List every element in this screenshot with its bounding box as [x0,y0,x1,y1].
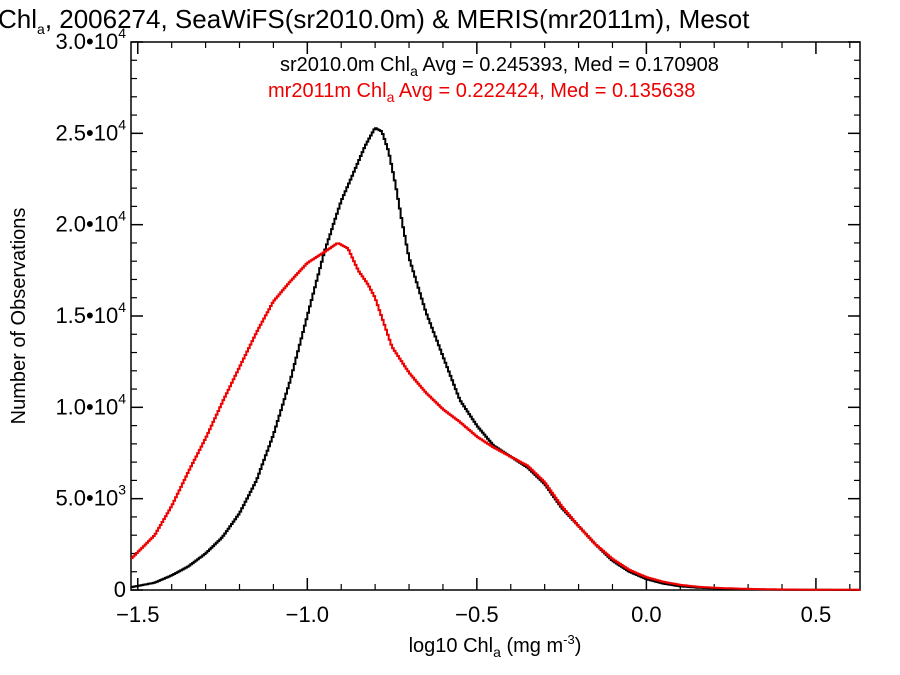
series-1-stat-prefix: mr2011m Chl [268,80,387,102]
y-tick-exponent: 3 [118,482,126,498]
y-tick-mantissa: 1.5•10 [55,303,118,328]
x-tick-label: −1.0 [286,602,329,627]
x-axis-label-subscript: a [493,644,501,660]
chart-title-subscript: a [37,21,45,37]
y-tick-exponent: 4 [118,390,126,406]
x-tick-label: 0.5 [801,602,832,627]
x-axis-label-main: log10 Chl [409,635,494,657]
y-tick-mantissa: 5.0•10 [55,486,118,511]
y-tick-label: 3.0•104 [55,25,126,54]
y-tick-mantissa: 2.0•10 [55,212,118,237]
series-1-stat-label: mr2011m Chla Avg = 0.222424, Med = 0.135… [268,80,695,105]
x-tick-label: −1.5 [116,602,159,627]
series-line-1 [131,242,860,591]
y-tick-exponent: 4 [118,208,126,224]
y-tick-label: 5.0•103 [55,482,126,511]
series-line-0 [131,127,860,591]
y-tick-label: 0 [114,577,126,602]
x-axis-label-unit: (mg m [501,635,563,657]
y-tick-mantissa: 2.5•10 [55,120,118,145]
y-tick-label: 1.5•104 [55,299,126,328]
y-tick-label: 1.0•104 [55,390,126,419]
series-0-stat-sub: a [410,63,418,79]
series-lines [131,127,860,591]
y-tick-exponent: 4 [118,116,126,132]
y-tick-mantissa: 0 [114,577,126,602]
y-tick-labels: 05.0•1031.0•1041.5•1042.0•1042.5•1043.0•… [55,25,126,602]
y-tick-label: 2.5•104 [55,116,126,145]
x-tick-labels: −1.5 −1.0 −0.5 0.0 0.5 [116,602,831,627]
series-1-stat-suffix: Avg = 0.222424, Med = 0.135638 [394,80,695,102]
x-axis-label-close: ) [575,635,582,657]
y-tick-mantissa: 3.0•10 [55,29,118,54]
y-tick-exponent: 4 [118,299,126,315]
x-tick-label: 0.0 [631,602,662,627]
series-0-stat-suffix: Avg = 0.245393, Med = 0.170908 [418,54,719,76]
axis-ticks [131,41,860,591]
chart-title: Chla, 2006274, SeaWiFS(sr2010.0m) & MERI… [0,4,750,37]
chart-title-main: Chl [0,4,37,34]
y-tick-mantissa: 1.0•10 [55,394,118,419]
y-tick-label: 2.0•104 [55,208,126,237]
y-tick-exponent: 4 [118,25,126,41]
y-axis-label: Number of Observations [8,208,30,425]
x-tick-label: −0.5 [455,602,498,627]
series-0-stat-label: sr2010.0m Chla Avg = 0.245393, Med = 0.1… [280,54,719,79]
x-axis-label: log10 Chla (mg m-3) [409,632,582,660]
chart-title-rest: , 2006274, SeaWiFS(sr2010.0m) & MERIS(mr… [45,4,750,34]
x-axis-label-superscript: -3 [563,632,575,647]
series-0-stat-prefix: sr2010.0m Chl [280,54,410,76]
series-1-stat-sub: a [387,89,395,105]
